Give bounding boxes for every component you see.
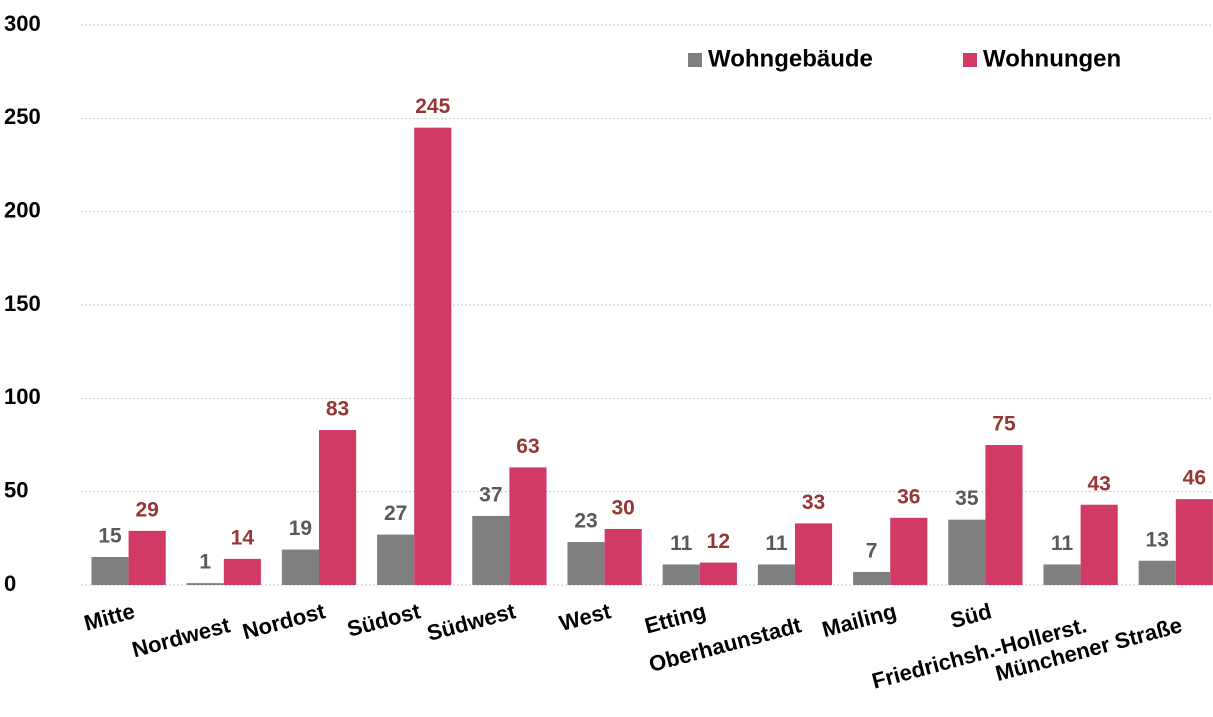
value-label: 245 [415,95,450,118]
value-label: 27 [384,502,407,525]
value-label: 11 [670,532,693,555]
bar [567,542,605,585]
value-label: 29 [135,498,158,521]
value-label: 11 [1051,532,1074,555]
bar [377,534,415,585]
bar [1043,564,1081,585]
bar [985,445,1023,585]
bar [662,564,700,585]
y-tick-label: 200 [4,197,41,222]
legend-swatch [688,53,702,67]
x-tick-label: Süd [948,598,995,633]
bar [414,127,452,586]
bar [604,529,642,585]
bar [91,557,129,585]
value-label: 75 [992,413,1016,436]
x-tick-label: Mitte [81,598,137,635]
value-label: 33 [802,491,825,514]
value-label: 37 [479,483,502,506]
x-tick-label: Nordwest [129,612,233,662]
y-tick-label: 150 [4,291,41,316]
value-label: 30 [611,497,634,520]
bar [281,549,319,585]
y-tick-label: 100 [4,384,41,409]
x-tick-label: Südost [345,598,424,642]
bar [319,430,357,585]
legend-label: Wohngebäude [708,45,873,72]
value-label: 14 [231,526,255,549]
bar [1080,504,1118,585]
value-label: 7 [866,539,878,562]
bar [472,515,510,585]
bar [1175,499,1213,585]
value-label: 36 [897,485,920,508]
value-label: 23 [574,510,597,533]
x-tick-label: Südwest [424,598,518,646]
bar [128,530,166,585]
x-tick-label: Nordost [240,598,329,644]
y-tick-label: 0 [4,571,16,596]
bar [890,517,928,585]
value-label: 83 [326,398,349,421]
bar [853,571,891,585]
value-label: 1 [199,551,211,574]
bar [509,467,547,585]
value-label: 19 [289,517,312,540]
legend-label: Wohnungen [983,45,1121,72]
x-tick-label: West [557,598,615,636]
bar [186,583,224,585]
value-label: 12 [707,530,730,553]
bar [223,558,261,585]
bar [795,523,833,585]
y-tick-label: 300 [4,11,41,36]
value-label: 13 [1146,528,1169,551]
bar [948,519,986,585]
bar [757,564,795,585]
y-tick-label: 250 [4,104,41,129]
bar [699,562,737,585]
value-label: 15 [98,525,122,548]
x-tick-label: Mailing [819,598,899,642]
value-label: 46 [1183,467,1206,490]
legend-swatch [963,53,977,67]
value-label: 63 [516,435,539,458]
y-tick-label: 50 [4,477,28,502]
x-tick-label: Etting [642,598,709,638]
value-label: 11 [765,532,788,555]
value-label: 43 [1087,472,1110,495]
bar [1138,560,1176,585]
value-label: 35 [955,487,979,510]
